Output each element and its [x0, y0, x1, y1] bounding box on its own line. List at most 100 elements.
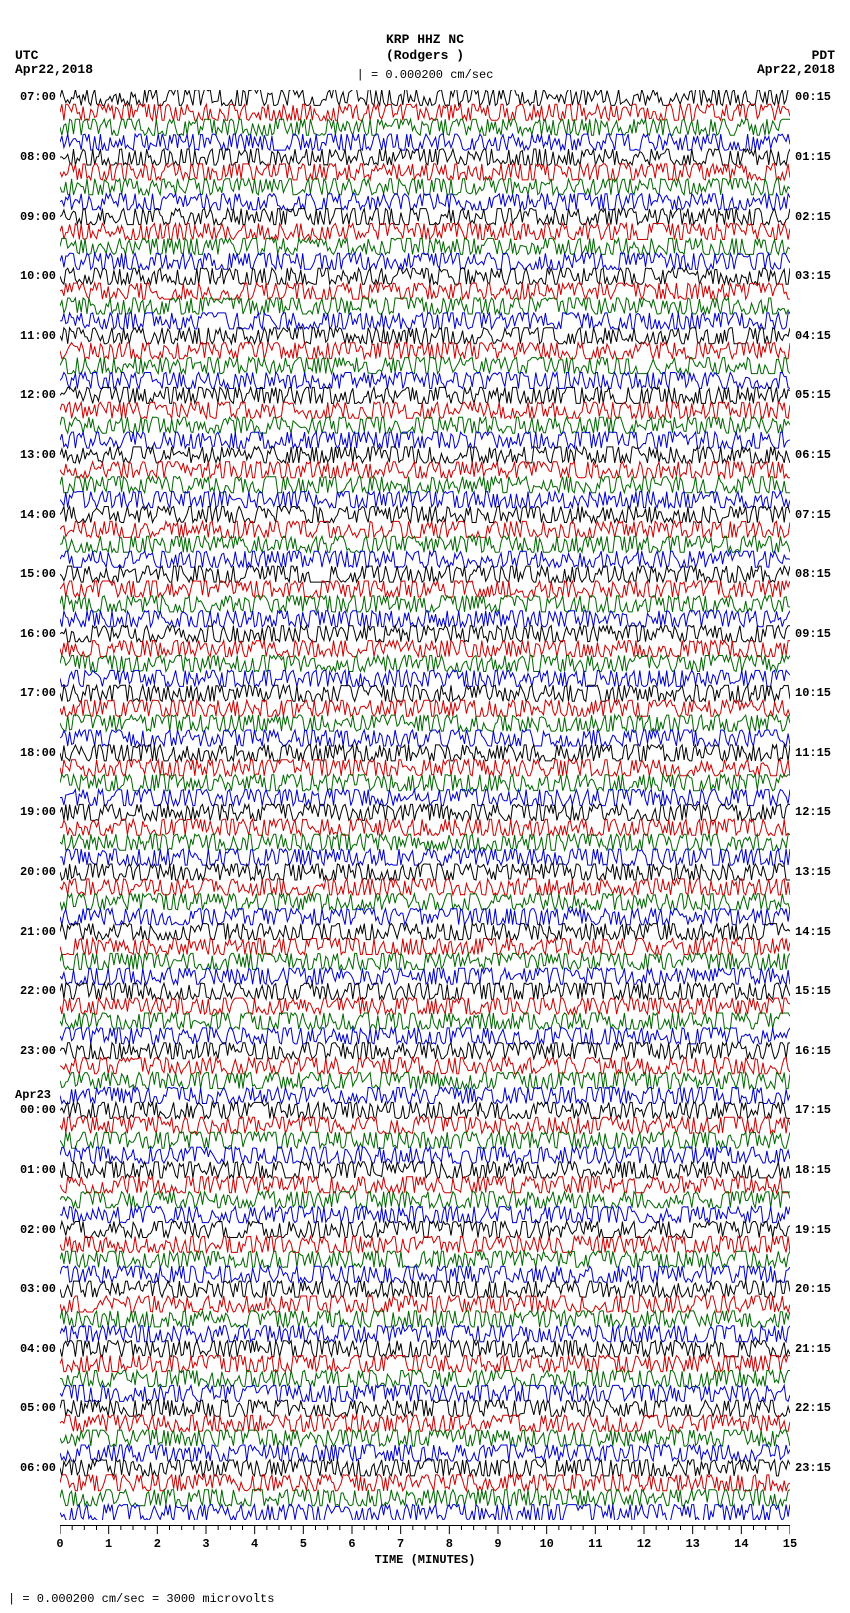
x-tick-label: 5: [300, 1537, 307, 1551]
seismic-trace: [60, 298, 790, 314]
seismic-trace: [60, 849, 790, 865]
utc-hour-label: 23:00: [20, 1044, 56, 1058]
x-tick-label: 8: [446, 1537, 453, 1551]
seismic-trace: [60, 1147, 790, 1163]
seismic-trace: [60, 104, 790, 120]
pdt-hour-label: 01:15: [795, 150, 831, 164]
seismic-trace: [60, 447, 790, 463]
scale-note: | = 0.000200 cm/sec: [0, 68, 850, 82]
seismic-trace: [60, 998, 790, 1014]
seismic-trace: [60, 1266, 790, 1282]
pdt-hour-label: 12:15: [795, 805, 831, 819]
seismic-trace: [60, 313, 790, 329]
seismic-trace: [60, 1326, 790, 1342]
utc-hour-label: 15:00: [20, 567, 56, 581]
utc-hour-label: 08:00: [20, 150, 56, 164]
x-tick-label: 1: [105, 1537, 112, 1551]
utc-hour-label: 07:00: [20, 90, 56, 104]
seismic-trace: [60, 462, 790, 478]
seismic-trace: [60, 596, 790, 612]
trace-svg: [60, 90, 790, 1520]
footer-scale-note: | = 0.000200 cm/sec = 3000 microvolts: [8, 1592, 274, 1606]
utc-hour-label: 19:00: [20, 805, 56, 819]
x-tick-label: 0: [56, 1537, 63, 1551]
seismic-trace: [60, 1222, 790, 1238]
seismic-trace: [60, 417, 790, 433]
utc-hour-label: 12:00: [20, 388, 56, 402]
pdt-hour-label: 11:15: [795, 746, 831, 760]
seismic-trace: [60, 1311, 790, 1327]
date-right: Apr22,2018: [757, 62, 835, 77]
seismic-trace: [60, 1371, 790, 1387]
seismic-trace: [60, 1102, 790, 1118]
seismic-trace: [60, 1460, 790, 1476]
x-axis-title: TIME (MINUTES): [60, 1553, 790, 1567]
seismic-trace: [60, 760, 790, 776]
utc-hour-label: 22:00: [20, 984, 56, 998]
pdt-hour-label: 22:15: [795, 1401, 831, 1415]
seismic-trace: [60, 1385, 790, 1401]
pdt-hour-label: 16:15: [795, 1044, 831, 1058]
seismic-trace: [60, 953, 790, 969]
seismic-trace: [60, 1162, 790, 1178]
seismic-trace: [60, 238, 790, 254]
seismic-trace: [60, 253, 790, 269]
seismic-trace: [60, 194, 790, 210]
seismic-trace: [60, 358, 790, 374]
seismic-trace: [60, 1475, 790, 1491]
date-break-label: Apr23: [15, 1088, 51, 1102]
seismic-trace: [60, 90, 790, 105]
utc-time-labels: 07:0008:0009:0010:0011:0012:0013:0014:00…: [0, 90, 58, 1520]
utc-hour-label: 17:00: [20, 686, 56, 700]
x-tick-label: 14: [734, 1537, 748, 1551]
pdt-hour-label: 23:15: [795, 1461, 831, 1475]
seismic-trace: [60, 581, 790, 597]
utc-hour-label: 09:00: [20, 210, 56, 224]
seismic-trace: [60, 566, 790, 582]
pdt-hour-label: 05:15: [795, 388, 831, 402]
pdt-hour-label: 15:15: [795, 984, 831, 998]
seismic-trace: [60, 626, 790, 642]
utc-hour-label: 18:00: [20, 746, 56, 760]
utc-hour-label: 13:00: [20, 448, 56, 462]
pdt-hour-label: 14:15: [795, 925, 831, 939]
seismic-trace: [60, 879, 790, 895]
seismic-trace: [60, 1400, 790, 1416]
seismic-trace: [60, 402, 790, 418]
helicorder-page: KRP HHZ NC (Rodgers ) | = 0.000200 cm/se…: [0, 0, 850, 1613]
seismic-trace: [60, 700, 790, 716]
seismic-trace: [60, 492, 790, 508]
seismic-trace: [60, 656, 790, 672]
seismic-trace: [60, 834, 790, 850]
seismic-trace: [60, 1415, 790, 1431]
seismic-trace: [60, 715, 790, 731]
seismic-trace: [60, 1058, 790, 1074]
pdt-hour-label: 00:15: [795, 90, 831, 104]
seismic-trace: [60, 864, 790, 880]
seismic-trace: [60, 1281, 790, 1297]
seismic-trace: [60, 1505, 790, 1520]
pdt-hour-label: 19:15: [795, 1223, 831, 1237]
x-tick-label: 3: [202, 1537, 209, 1551]
tz-left: UTC: [15, 48, 38, 63]
seismic-trace: [60, 909, 790, 925]
seismic-trace: [60, 1043, 790, 1059]
seismic-trace: [60, 134, 790, 150]
pdt-hour-label: 20:15: [795, 1282, 831, 1296]
seismic-trace: [60, 1341, 790, 1357]
seismic-trace: [60, 1132, 790, 1148]
station-name: (Rodgers ): [0, 48, 850, 63]
pdt-hour-label: 18:15: [795, 1163, 831, 1177]
seismic-trace: [60, 819, 790, 835]
seismic-trace: [60, 775, 790, 791]
utc-hour-label: 11:00: [20, 329, 56, 343]
utc-hour-label: 05:00: [20, 1401, 56, 1415]
seismic-trace: [60, 804, 790, 820]
seismic-trace: [60, 179, 790, 195]
pdt-hour-label: 17:15: [795, 1103, 831, 1117]
seismic-trace: [60, 1251, 790, 1267]
seismic-trace: [60, 1028, 790, 1044]
seismic-trace: [60, 209, 790, 225]
seismic-trace: [60, 611, 790, 627]
seismic-trace: [60, 670, 790, 686]
